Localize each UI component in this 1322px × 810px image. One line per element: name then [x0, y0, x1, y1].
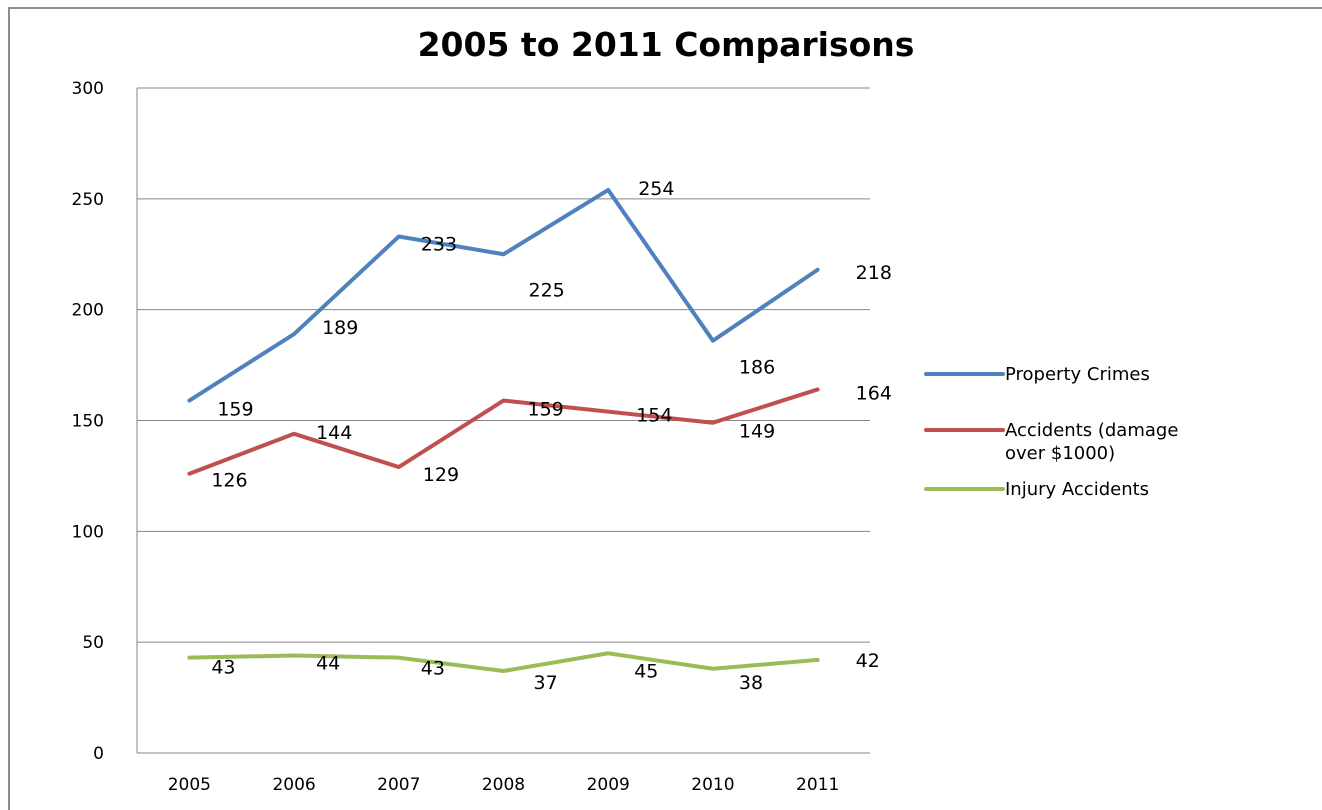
- data-labels: 159 189 233 225 254 186 218 126 144 129 159 154 149 1…: [211, 178, 892, 694]
- data-label: 189: [322, 317, 358, 339]
- data-label: 159: [217, 399, 253, 421]
- data-label: 38: [739, 672, 763, 694]
- data-label: 186: [739, 357, 775, 379]
- data-label: 154: [636, 405, 672, 427]
- legend-label: Property Crimes: [1005, 364, 1150, 385]
- series-line-0: [187, 187, 820, 403]
- chart-title: 2005 to 2011 Comparisons: [418, 25, 915, 64]
- data-label: 45: [634, 660, 658, 682]
- data-label: 233: [421, 234, 457, 256]
- data-label: 43: [211, 657, 235, 679]
- series-line-2: [187, 651, 820, 673]
- data-label: 159: [528, 399, 564, 421]
- data-label: 42: [856, 650, 880, 672]
- gridlines: [137, 87, 870, 643]
- data-label: 129: [423, 464, 459, 486]
- y-tick-label: 100: [72, 522, 104, 542]
- y-tick-label: 200: [72, 301, 104, 321]
- data-label: 149: [739, 421, 775, 443]
- data-label: 254: [638, 178, 674, 200]
- x-tick-label: 2008: [482, 775, 525, 795]
- data-label: 44: [316, 652, 340, 674]
- data-label: 37: [534, 672, 558, 694]
- chart-frame: [8, 7, 1322, 810]
- axes: 0 50 100 150 200 250 300 2005 2006 2007 2008 2009 20…: [72, 79, 870, 795]
- y-tick-label: 50: [82, 633, 104, 653]
- data-label: 43: [421, 658, 445, 680]
- x-tick-label: 2009: [587, 775, 630, 795]
- data-label: 164: [856, 382, 892, 404]
- data-label: 126: [211, 470, 247, 492]
- y-tick-label: 150: [72, 412, 104, 432]
- x-tick-label: 2010: [691, 775, 734, 795]
- data-label: 218: [856, 262, 892, 284]
- data-label: 144: [316, 422, 352, 444]
- y-tick-label: 0: [93, 744, 104, 764]
- x-tick-label: 2007: [377, 775, 420, 795]
- legend-label: Accidents (damage: [1005, 420, 1178, 441]
- x-tick-label: 2006: [272, 775, 315, 795]
- legend-label: Injury Accidents: [1005, 479, 1149, 500]
- data-label: 225: [529, 279, 565, 301]
- x-tick-label: 2011: [796, 775, 839, 795]
- y-tick-label: 300: [72, 79, 104, 99]
- legend-label: over $1000): [1005, 443, 1115, 464]
- y-tick-label: 250: [72, 190, 104, 210]
- series-line-1: [187, 387, 820, 476]
- x-tick-label: 2005: [168, 775, 211, 795]
- series-lines: [187, 187, 820, 673]
